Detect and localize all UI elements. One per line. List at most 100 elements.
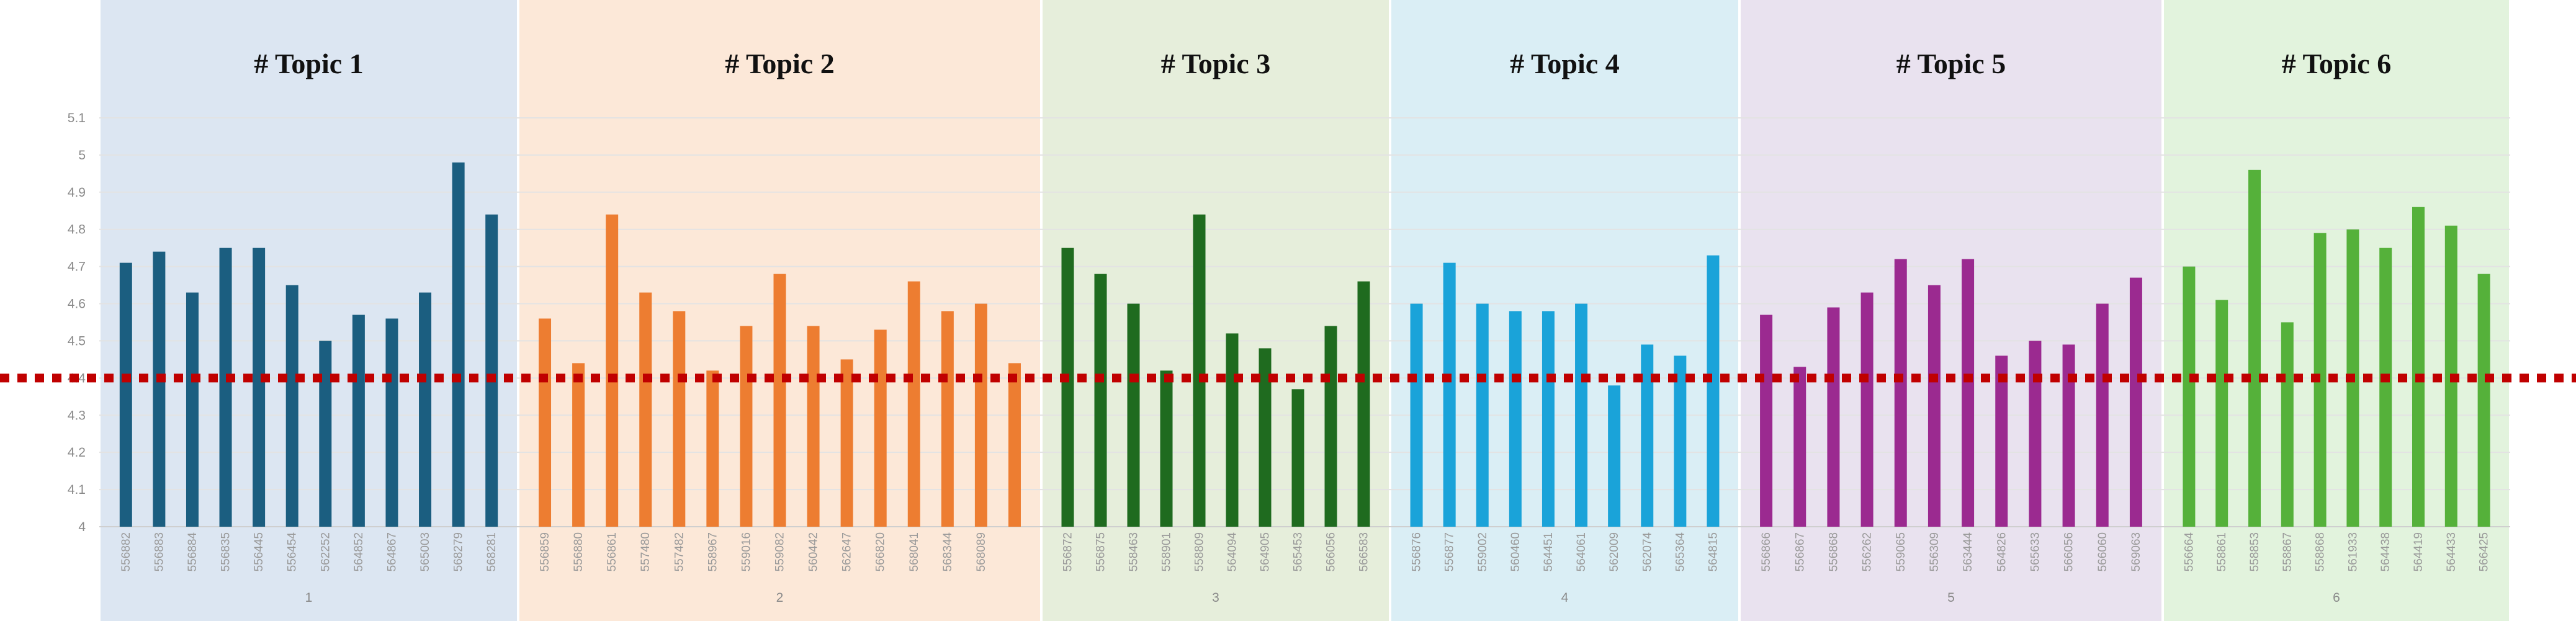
group-label: 4 [1561,591,1569,605]
x-tick-label: 558809 [1193,532,1206,571]
bar [1476,303,1489,527]
bar [1094,274,1107,527]
bar [2248,169,2261,527]
panel-titles: # Topic 1 # Topic 2 # Topic 3 # Topic 4 # To… [254,48,2391,79]
bar [485,214,498,527]
x-tick-label: 556867 [1793,532,1806,571]
x-tick-label: 558967 [706,532,719,571]
bar [1995,355,2008,527]
panel-title-topic-6: # Topic 6 [2282,48,2391,79]
x-axis: 556882 556883 556884 556835 556445 556454 5622… [120,532,2491,605]
x-tick-label: 556859 [539,532,552,571]
y-tick-label: 4.2 [68,445,86,460]
bar [352,315,365,527]
x-tick-label: 556877 [1443,532,1456,571]
panel-background-topic-1 [101,0,517,621]
bar [606,214,619,527]
bar [1061,248,1074,527]
bar [1291,389,1304,527]
x-tick-label: 559065 [1895,532,1908,571]
x-tick-label: 560442 [807,532,820,571]
x-tick-label: 556875 [1095,532,1108,571]
x-tick-label: 566820 [874,532,887,571]
x-tick-label: 564451 [1542,532,1555,571]
bar [2029,341,2042,527]
y-tick-label: 4.3 [68,408,86,422]
y-axis: 44.14.24.34.44.54.64.74.84.955.1 [68,111,86,534]
x-tick-label: 568281 [485,532,498,571]
x-tick-label: 556861 [606,532,619,571]
bar [539,318,552,527]
bar [1443,262,1456,527]
x-tick-label: 561933 [2346,532,2359,571]
x-tick-label: 556880 [572,532,585,571]
bar [2412,207,2425,527]
x-tick-label: 565364 [1674,532,1687,572]
bar [773,274,786,527]
x-tick-label: 556883 [153,532,166,571]
bar [2129,277,2142,527]
x-tick-label: 562074 [1641,532,1654,572]
bar [840,359,853,527]
bar [1608,385,1621,527]
x-tick-label: 568041 [908,532,921,571]
y-tick-label: 4.1 [68,483,86,497]
x-tick-label: 568279 [452,532,465,571]
x-tick-label: 556309 [1928,532,1941,571]
x-tick-label: 556835 [220,532,233,571]
x-tick-label: 565633 [2029,532,2042,571]
x-tick-label: 559002 [1476,532,1489,571]
bar [1008,363,1021,527]
x-tick-label: 557480 [639,532,652,571]
bar [419,292,432,527]
x-tick-label: 562252 [319,532,332,571]
x-tick-label: 564905 [1259,532,1272,571]
bar [2281,322,2294,527]
x-tick-label: 564419 [2412,532,2425,571]
y-tick-label: 4.6 [68,297,86,311]
x-tick-label: 560460 [1509,532,1522,571]
bar [1894,259,1907,527]
bar [219,248,232,527]
bar [1793,367,1806,527]
x-tick-label: 556664 [2183,532,2196,572]
x-tick-label: 565003 [419,532,432,571]
bar [285,285,298,527]
bar [941,311,954,527]
bar [907,281,920,527]
x-tick-label: 556868 [1827,532,1840,571]
y-tick-label: 4.9 [68,185,86,200]
bar [807,326,820,527]
x-tick-label: 558868 [2314,532,2327,571]
bar [253,248,266,527]
x-tick-label: 563444 [1962,532,1975,572]
panel-title-topic-5: # Topic 5 [1896,48,2006,79]
x-tick-label: 558853 [2248,532,2261,571]
y-tick-label: 4 [78,520,86,534]
bar [1928,285,1941,527]
bar [1575,303,1588,527]
panel-title-topic-1: # Topic 1 [254,48,363,79]
x-tick-label: 556872 [1062,532,1075,571]
x-tick-label: 558861 [2215,532,2228,571]
x-tick-label: 566583 [1358,532,1371,571]
x-tick-label: 556884 [186,532,199,572]
bar [1707,255,1720,527]
x-tick-label: 568344 [941,532,954,572]
x-tick-label: 564852 [352,532,366,571]
x-tick-label: 562009 [1608,532,1621,571]
bar [186,292,199,527]
x-tick-label: 564433 [2445,532,2458,571]
panel-title-topic-3: # Topic 3 [1161,48,1270,79]
x-tick-label: 569063 [2130,532,2143,571]
x-tick-label: 564061 [1575,532,1588,571]
x-tick-label: 568089 [975,532,988,571]
y-tick-label: 5 [78,148,86,163]
x-tick-label: 556454 [286,532,299,572]
bar [974,303,987,527]
bar [1410,303,1423,527]
x-tick-label: 564815 [1707,532,1720,571]
x-tick-label: 564094 [1226,532,1239,572]
x-tick-label: 558901 [1160,532,1174,571]
x-tick-label: 564826 [1995,532,2008,571]
